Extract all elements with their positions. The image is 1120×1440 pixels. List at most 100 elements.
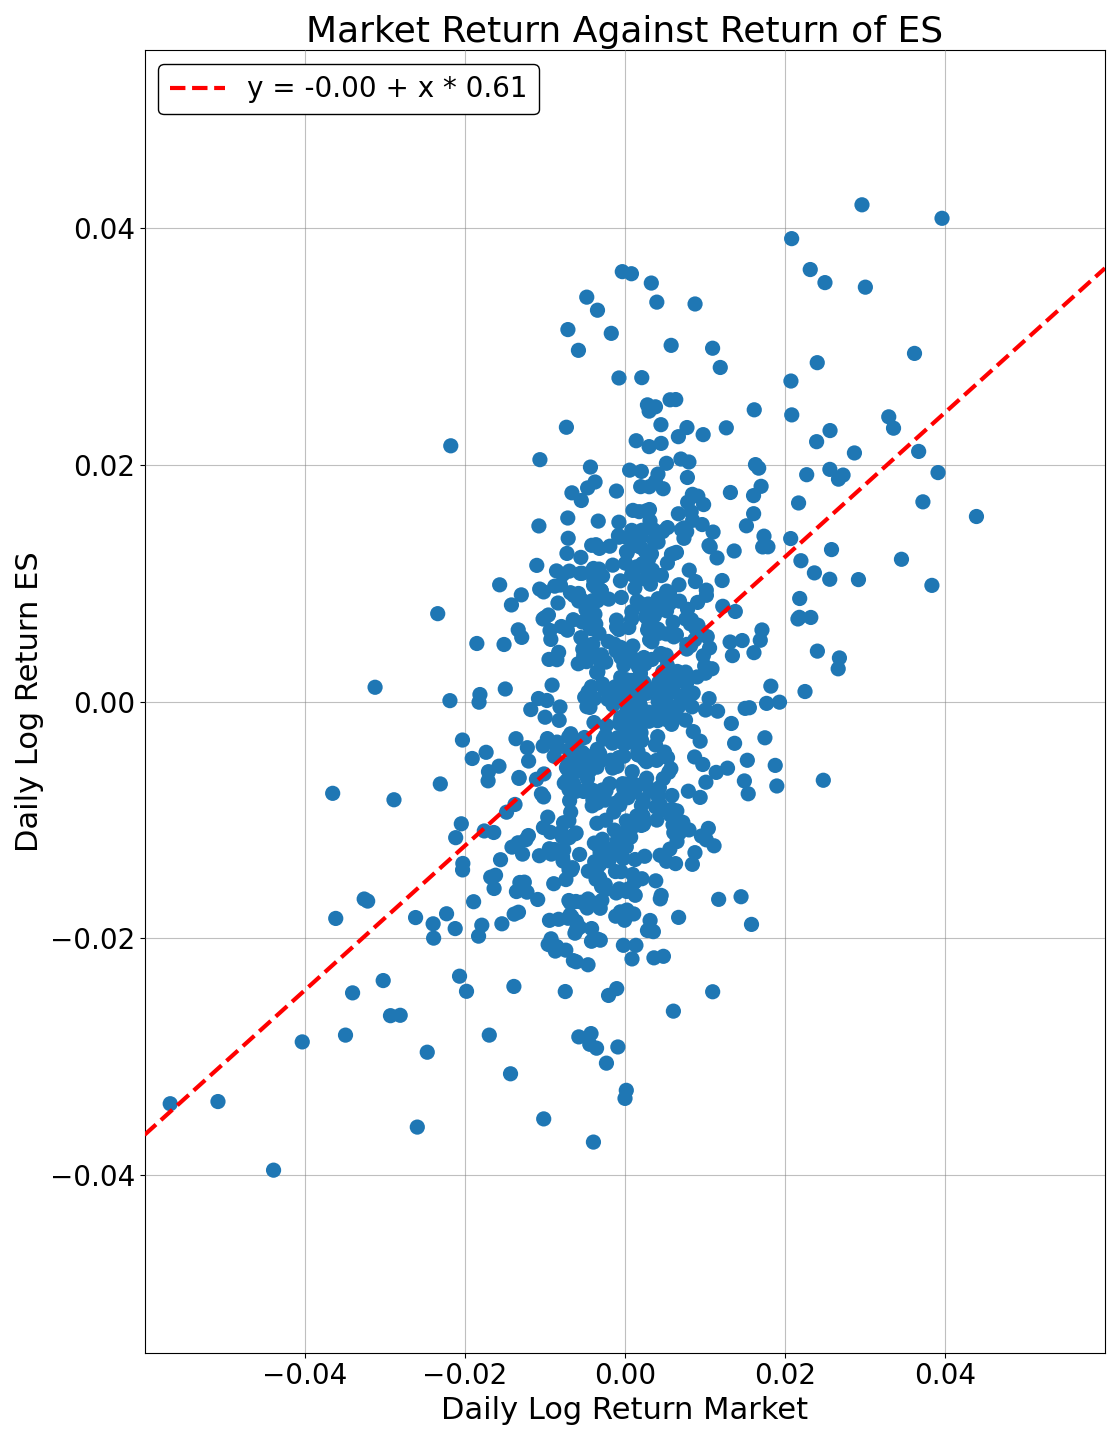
Point <box>615 744 633 768</box>
Point <box>529 888 547 912</box>
Point <box>618 899 636 922</box>
Point <box>556 772 573 795</box>
Point <box>625 671 643 694</box>
Point <box>668 799 685 822</box>
Point <box>637 557 655 580</box>
Point <box>633 793 651 816</box>
Point <box>548 559 566 582</box>
Point <box>849 567 867 590</box>
Point <box>634 651 652 674</box>
Point <box>541 837 559 860</box>
Point <box>582 917 600 940</box>
Point <box>930 461 948 484</box>
Point <box>559 507 577 530</box>
Point <box>906 341 924 364</box>
Point <box>610 642 628 665</box>
Point <box>607 904 625 927</box>
Point <box>660 760 678 783</box>
Point <box>759 536 777 559</box>
Point <box>429 602 447 625</box>
Point <box>588 589 606 612</box>
Point <box>693 513 711 536</box>
Point <box>578 696 596 719</box>
Point <box>447 827 465 850</box>
Point <box>609 524 627 547</box>
Point <box>578 897 596 920</box>
Point <box>732 886 750 909</box>
Point <box>644 559 662 582</box>
Point <box>612 638 629 661</box>
Point <box>636 845 654 868</box>
Point <box>568 737 586 760</box>
Point <box>637 500 655 523</box>
Point <box>608 755 626 778</box>
Point <box>607 480 625 503</box>
Point <box>632 721 650 744</box>
Point <box>659 516 676 539</box>
Point <box>650 593 668 616</box>
Point <box>554 563 572 586</box>
Point <box>491 755 508 778</box>
Point <box>623 948 641 971</box>
Point <box>634 552 652 575</box>
Point <box>643 272 661 295</box>
Point <box>659 746 676 769</box>
Point <box>530 687 548 710</box>
Point <box>669 696 687 719</box>
Point <box>722 711 740 734</box>
Point <box>624 647 642 670</box>
Point <box>542 628 560 651</box>
Point <box>592 876 610 899</box>
Point <box>668 706 685 729</box>
Point <box>446 917 464 940</box>
Point <box>616 639 634 662</box>
Point <box>561 891 579 914</box>
Point <box>668 541 685 564</box>
Point <box>666 852 684 876</box>
Point <box>560 560 578 583</box>
Point <box>641 498 659 521</box>
Point <box>534 785 552 808</box>
Point <box>559 753 577 776</box>
Point <box>584 788 601 811</box>
Point <box>553 825 571 848</box>
Point <box>809 639 827 662</box>
Point <box>497 801 515 824</box>
Point <box>624 863 642 886</box>
Point <box>648 521 666 544</box>
Point <box>647 870 665 893</box>
Point <box>634 788 652 811</box>
Point <box>596 878 614 901</box>
Point <box>664 999 682 1022</box>
Point <box>507 880 525 903</box>
Point <box>678 416 696 439</box>
Point <box>632 683 650 706</box>
Point <box>648 462 666 485</box>
Point <box>586 831 604 854</box>
Point <box>661 582 679 605</box>
Point <box>558 541 576 564</box>
Point <box>577 779 595 802</box>
Point <box>615 933 633 956</box>
Point <box>613 586 631 609</box>
Point <box>627 556 645 579</box>
Point <box>600 850 618 873</box>
Point <box>601 749 619 772</box>
Point <box>661 389 679 412</box>
Point <box>539 933 557 956</box>
Point <box>612 900 629 923</box>
Point <box>581 750 599 773</box>
Point <box>783 228 801 251</box>
Point <box>581 696 599 719</box>
Point <box>633 814 651 837</box>
Point <box>597 714 615 737</box>
Point <box>652 884 670 907</box>
Point <box>757 691 775 714</box>
Point <box>653 564 671 588</box>
Point <box>653 678 671 701</box>
Point <box>834 464 852 487</box>
Point <box>531 448 549 471</box>
Y-axis label: Daily Log Return ES: Daily Log Return ES <box>15 552 44 852</box>
Point <box>522 698 540 721</box>
Point <box>438 903 456 926</box>
